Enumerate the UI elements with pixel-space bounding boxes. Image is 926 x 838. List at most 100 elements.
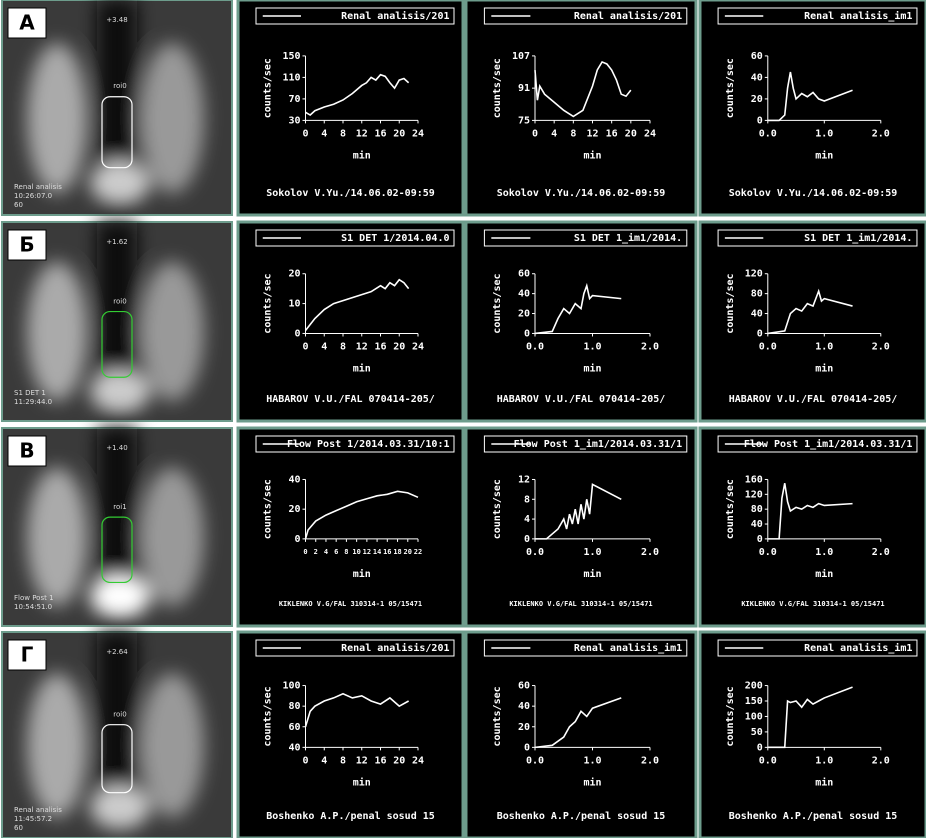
x-tick-label: 16 — [606, 128, 618, 139]
x-tick-label: 18 — [393, 548, 401, 556]
x-tick-label: 2.0 — [641, 755, 659, 766]
y-tick-label: 80 — [751, 289, 763, 300]
x-tick-label: 2.0 — [641, 341, 659, 352]
x-tick-label: 0.0 — [526, 755, 544, 766]
y-tick-label: 20 — [518, 309, 530, 320]
x-tick-label: 0.0 — [759, 341, 777, 352]
footer: HABAROV V.U./FAL 070414-205/ — [729, 394, 898, 405]
scan-text: 60 — [14, 824, 23, 832]
y-tick-label: 40 — [518, 701, 530, 712]
x-tick-label: 8 — [340, 755, 346, 766]
x-axis-label: min — [583, 568, 601, 580]
x-tick-label: 16 — [383, 548, 391, 556]
x-tick-label: 8 — [344, 548, 348, 556]
x-tick-label: 2.0 — [872, 341, 890, 352]
legend-label: Renal analisis/201 — [341, 642, 449, 654]
x-tick-label: 4 — [321, 755, 327, 766]
x-tick-label: 24 — [412, 128, 424, 139]
footer: Sokolov V.Yu./14.06.02-09:59 — [266, 188, 435, 199]
x-tick-label: 2.0 — [872, 755, 890, 766]
row-label: А — [19, 11, 35, 35]
y-tick-label: 40 — [518, 289, 530, 300]
y-tick-label: 50 — [751, 727, 763, 738]
scan-text: +1.40 — [106, 444, 127, 452]
y-tick-label: 91 — [518, 83, 530, 94]
y-tick-label: 160 — [745, 474, 763, 485]
scan-text: Flow Post 1 — [14, 594, 54, 602]
y-tick-label: 120 — [745, 269, 763, 280]
x-tick-label: 2.0 — [641, 547, 659, 558]
chart-panel: Renal analisis/201759110704812162024coun… — [466, 0, 696, 215]
scan-image: +1.40roi1Flow Post 110:54:51.0В — [2, 428, 232, 626]
x-tick-label: 8 — [570, 128, 576, 139]
scan-image: +3.48roi0Renal analisis10:26:07.060А — [2, 0, 232, 215]
legend-label: Renal analisis_im1 — [804, 10, 912, 22]
footer: HABAROV V.U./FAL 070414-205/ — [266, 394, 435, 405]
y-tick-label: 107 — [512, 51, 530, 62]
y-axis-label: counts/sec — [725, 479, 736, 539]
legend-label: S1 DET 1_im1/2014. — [804, 232, 912, 244]
x-tick-label: 16 — [374, 128, 386, 139]
y-tick-label: 60 — [288, 722, 300, 733]
x-tick-label: 16 — [374, 341, 386, 352]
x-axis-label: min — [583, 362, 601, 374]
scan-text: roi1 — [113, 503, 126, 511]
footer: Sokolov V.Yu./14.06.02-09:59 — [729, 188, 898, 199]
y-tick-label: 100 — [745, 711, 763, 722]
footer: Sokolov V.Yu./14.06.02-09:59 — [497, 188, 666, 199]
y-axis-label: counts/sec — [492, 273, 503, 333]
y-tick-label: 150 — [282, 51, 300, 62]
x-tick-label: 4 — [551, 128, 557, 139]
x-axis-label: min — [353, 568, 371, 580]
x-tick-label: 1.0 — [815, 128, 833, 139]
x-tick-label: 8 — [340, 341, 346, 352]
x-tick-label: 12 — [356, 128, 368, 139]
scan-text: 60 — [14, 201, 23, 209]
x-tick-label: 24 — [412, 341, 424, 352]
organ — [27, 43, 87, 194]
x-tick-label: 20 — [393, 755, 405, 766]
y-tick-label: 30 — [288, 115, 300, 126]
y-tick-label: 110 — [282, 72, 300, 83]
legend-label: Flow Post 1_im1/2014.03.31/1 — [744, 438, 913, 450]
x-tick-label: 2.0 — [872, 547, 890, 558]
y-tick-label: 10 — [288, 299, 300, 310]
y-tick-label: 60 — [518, 269, 530, 280]
y-tick-label: 12 — [518, 474, 530, 485]
chart-panel: S1 DET 1_im1/2014.040801200.01.02.0count… — [700, 222, 926, 421]
x-tick-label: 20 — [393, 128, 405, 139]
x-tick-label: 16 — [374, 755, 386, 766]
scan-text: 11:29:44.0 — [14, 398, 52, 406]
y-tick-label: 40 — [751, 72, 763, 83]
x-tick-label: 4 — [324, 548, 328, 556]
x-tick-label: 1.0 — [815, 755, 833, 766]
x-tick-label: 4 — [321, 341, 327, 352]
y-tick-label: 0 — [757, 742, 763, 753]
x-tick-label: 12 — [586, 128, 598, 139]
y-tick-label: 0 — [524, 534, 530, 545]
scan-text: roi0 — [113, 82, 126, 90]
y-tick-label: 60 — [751, 51, 763, 62]
y-axis-label: counts/sec — [263, 58, 274, 118]
y-tick-label: 100 — [282, 681, 300, 692]
footer: KIKLENKO V.G/FAL 310314-1 05/15471 — [509, 600, 652, 608]
y-tick-label: 8 — [524, 494, 530, 505]
y-tick-label: 200 — [745, 681, 763, 692]
x-tick-label: 0 — [303, 548, 307, 556]
x-tick-label: 1.0 — [583, 341, 601, 352]
x-axis-label: min — [815, 362, 833, 374]
chart-panel: Renal analisis_im102040600.01.02.0counts… — [700, 0, 926, 215]
organ — [140, 673, 204, 817]
x-tick-label: 20 — [625, 128, 637, 139]
footer: HABAROV V.U./FAL 070414-205/ — [497, 394, 666, 405]
scan-text: 10:54:51.0 — [14, 603, 52, 611]
x-tick-label: 0.0 — [759, 755, 777, 766]
page: {"rows":[ {"label":"А","scan_texts":["+3… — [0, 0, 926, 838]
organ — [27, 673, 87, 817]
y-axis-label: counts/sec — [263, 479, 274, 539]
y-tick-label: 70 — [288, 94, 300, 105]
y-tick-label: 80 — [288, 701, 300, 712]
organ — [90, 785, 150, 829]
legend-label: Flow Post 1/2014.03.31/10:1 — [287, 439, 450, 450]
chart-panel: S1 DET 1/2014.04.00102004812162024counts… — [238, 222, 463, 421]
